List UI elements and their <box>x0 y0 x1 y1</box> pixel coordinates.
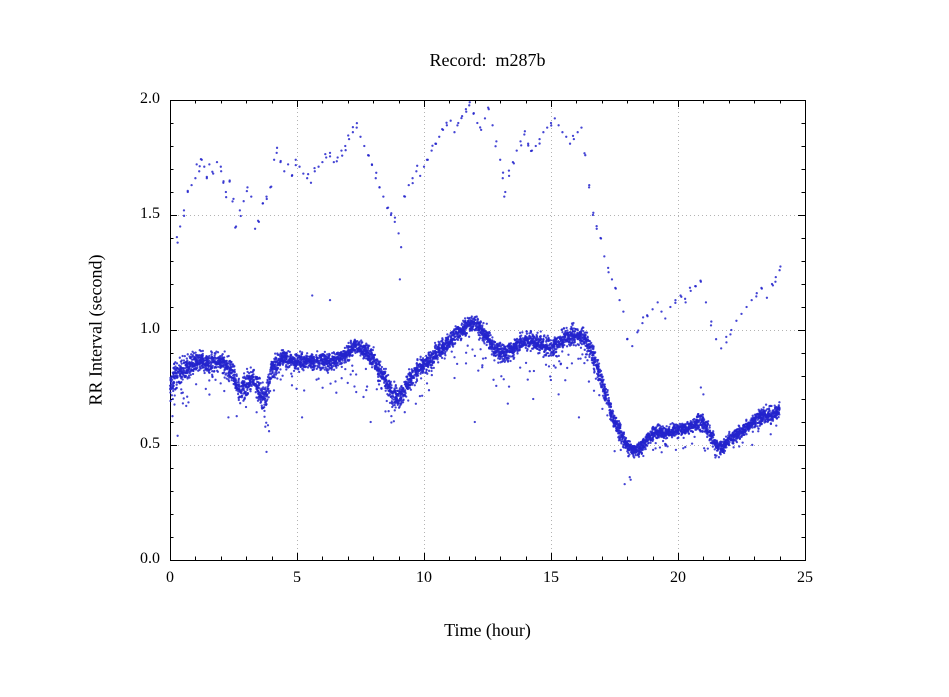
x-tick-label: 10 <box>416 569 432 586</box>
x-tick-label: 5 <box>293 569 301 586</box>
y-tick-label: 2.0 <box>140 90 160 107</box>
y-axis-label: RR Interval (second) <box>85 254 106 406</box>
x-axis-label: Time (hour) <box>444 620 531 640</box>
y-tick-label: 1.0 <box>140 320 160 337</box>
x-tick-label: 20 <box>670 569 686 586</box>
x-tick-label: 15 <box>543 569 559 586</box>
x-tick-label: 25 <box>797 569 813 586</box>
y-tick-label: 0.0 <box>140 550 160 567</box>
y-tick-label: 0.5 <box>140 435 160 452</box>
chart-title: Record: m287b <box>429 50 546 70</box>
x-tick-label: 0 <box>166 569 174 586</box>
y-tick-label: 1.5 <box>140 205 160 222</box>
